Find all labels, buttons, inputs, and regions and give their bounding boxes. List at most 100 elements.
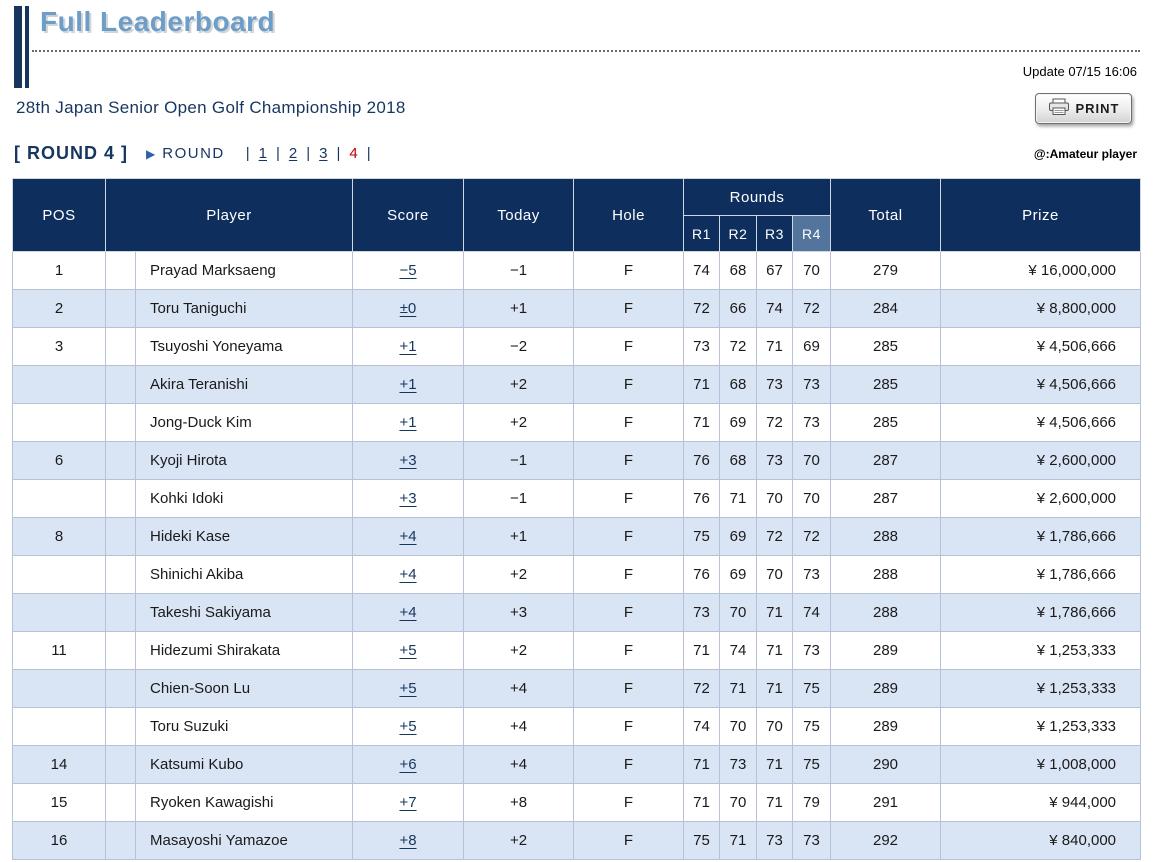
r4-cell: 72: [791, 289, 832, 328]
today-cell: +2: [463, 555, 574, 594]
round-link-3[interactable]: 3: [319, 145, 328, 162]
score-cell: +1: [352, 327, 464, 366]
r4-cell: 70: [791, 251, 832, 290]
player-cell: Akira Teranishi: [135, 365, 353, 404]
total-cell: 289: [830, 707, 942, 746]
score-link[interactable]: −5: [399, 262, 417, 279]
table-row: 8 Hideki Kase +4 +1 F 75 69 72 72 288 ¥ 1,786,666: [12, 517, 1142, 556]
col-header-rounds: Rounds: [682, 178, 832, 216]
mark-cell: [105, 821, 136, 860]
r3-cell: 71: [756, 669, 793, 708]
score-cell: +3: [352, 479, 464, 518]
r3-cell: 71: [756, 745, 793, 784]
printer-icon: [1048, 98, 1070, 119]
round-word-label: ROUND: [162, 145, 225, 162]
hole-cell: F: [573, 821, 684, 860]
score-link[interactable]: +5: [399, 718, 417, 735]
pos-cell: 3: [12, 327, 106, 366]
r2-cell: 68: [719, 365, 757, 404]
total-cell: 287: [830, 441, 942, 480]
pos-cell: 2: [12, 289, 106, 328]
score-link[interactable]: +1: [399, 376, 417, 393]
r3-cell: 72: [756, 403, 793, 442]
round-link-1[interactable]: 1: [258, 145, 267, 162]
r1-cell: 72: [683, 289, 720, 328]
pos-cell: [12, 669, 106, 708]
r4-cell: 73: [791, 631, 832, 670]
pos-cell: 16: [12, 821, 106, 860]
table-row: 14 Katsumi Kubo +6 +4 F 71 73 71 75 290 ¥ 1,008,00…: [12, 745, 1142, 784]
mark-cell: [105, 365, 136, 404]
mark-cell: [105, 441, 136, 480]
score-cell: +7: [352, 783, 464, 822]
round-link-4[interactable]: 4: [349, 145, 358, 162]
total-cell: 285: [830, 365, 942, 404]
mark-cell: [105, 783, 136, 822]
score-link[interactable]: +3: [399, 490, 417, 507]
mark-cell: [105, 745, 136, 784]
prize-cell: ¥ 4,506,666: [940, 365, 1142, 404]
mark-cell: [105, 517, 136, 556]
prize-cell: ¥ 944,000: [940, 783, 1142, 822]
score-link[interactable]: +3: [399, 452, 417, 469]
r4-cell: 73: [791, 403, 832, 442]
round-link-2[interactable]: 2: [288, 145, 298, 162]
score-link[interactable]: +4: [399, 566, 417, 583]
score-link[interactable]: ±0: [399, 300, 417, 317]
r1-cell: 74: [683, 251, 720, 290]
player-cell: Ryoken Kawagishi: [135, 783, 353, 822]
hole-cell: F: [573, 479, 684, 518]
tournament-title: 28th Japan Senior Open Golf Championship…: [16, 98, 406, 117]
total-cell: 289: [830, 669, 942, 708]
table-row: 1 Prayad Marksaeng −5 −1 F 74 68 67 70 279 ¥ 16,00…: [12, 251, 1142, 290]
round-separator: |: [336, 145, 341, 162]
score-link[interactable]: +5: [399, 642, 417, 659]
r2-cell: 70: [719, 593, 757, 632]
mark-cell: [105, 327, 136, 366]
r3-cell: 71: [756, 783, 793, 822]
score-link[interactable]: +5: [399, 680, 417, 697]
r1-cell: 76: [683, 555, 720, 594]
round-separator: |: [366, 145, 371, 162]
table-row: Takeshi Sakiyama +4 +3 F 73 70 71 74 288 ¥ 1,786,…: [12, 593, 1142, 632]
pos-cell: 11: [12, 631, 106, 670]
r1-cell: 71: [683, 631, 720, 670]
today-cell: +4: [463, 707, 574, 746]
table-row: 3 Tsuyoshi Yoneyama +1 −2 F 73 72 71 69 285 ¥ 4,50…: [12, 327, 1142, 366]
score-cell: +4: [352, 593, 464, 632]
total-cell: 288: [830, 593, 942, 632]
pos-cell: [12, 365, 106, 404]
r3-cell: 70: [756, 479, 793, 518]
r1-cell: 76: [683, 479, 720, 518]
dotted-divider: [32, 50, 1140, 52]
table-row: 11 Hidezumi Shirakata +5 +2 F 71 74 71 73 289 ¥ 1,…: [12, 631, 1142, 670]
player-cell: Prayad Marksaeng: [135, 251, 353, 290]
r4-cell: 73: [791, 821, 832, 860]
score-link[interactable]: +4: [399, 528, 417, 545]
score-link[interactable]: +8: [399, 832, 417, 849]
r4-cell: 75: [791, 745, 832, 784]
prize-cell: ¥ 840,000: [940, 821, 1142, 860]
r3-cell: 71: [756, 593, 793, 632]
print-button[interactable]: PRINT: [1035, 93, 1132, 124]
table-row: 16 Masayoshi Yamazoe +8 +2 F 75 71 73 73 292 ¥ 840…: [12, 821, 1142, 860]
player-cell: Toru Suzuki: [135, 707, 353, 746]
player-cell: Kyoji Hirota: [135, 441, 353, 480]
score-link[interactable]: +4: [399, 604, 417, 621]
score-link[interactable]: +1: [399, 338, 417, 355]
score-link[interactable]: +7: [399, 794, 417, 811]
mark-cell: [105, 403, 136, 442]
r4-cell: 75: [791, 707, 832, 746]
r3-cell: 74: [756, 289, 793, 328]
leaderboard-table: POS Player Score Today Hole Rounds Total…: [12, 178, 1142, 860]
score-link[interactable]: +1: [399, 414, 417, 431]
score-link[interactable]: +6: [399, 756, 417, 773]
r1-cell: 71: [683, 365, 720, 404]
mark-cell: [105, 251, 136, 290]
r3-cell: 73: [756, 821, 793, 860]
r1-cell: 73: [683, 593, 720, 632]
prize-cell: ¥ 4,506,666: [940, 403, 1142, 442]
score-cell: −5: [352, 251, 464, 290]
col-header-score: Score: [352, 178, 464, 252]
